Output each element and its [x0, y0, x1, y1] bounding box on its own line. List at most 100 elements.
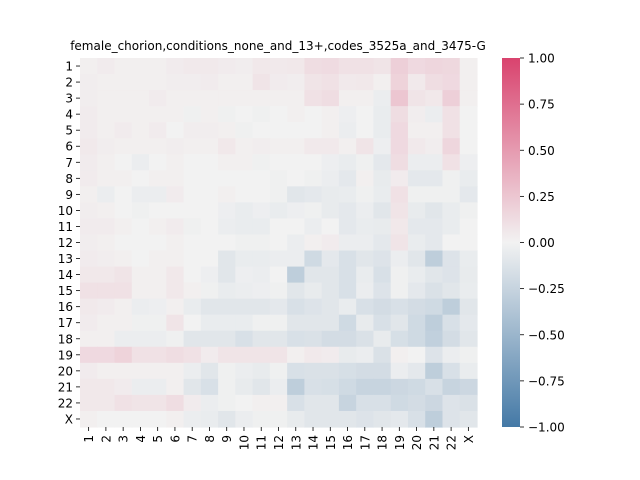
heatmap-cell-4-7 [183, 106, 202, 123]
x-tick-label: 17 [358, 435, 372, 450]
heatmap-cell-13-17 [356, 250, 375, 268]
y-tick-label: 3 [65, 92, 73, 106]
heatmap-cell-4-21 [425, 106, 444, 123]
heatmap-cell-X-17 [356, 410, 375, 428]
heatmap-cell-2-19 [390, 74, 409, 91]
heatmap-cell-9-13 [287, 186, 305, 203]
heatmap-cell-2-7 [183, 74, 202, 91]
heatmap-cell-3-7 [183, 90, 202, 107]
heatmap-cell-10-22 [442, 202, 461, 220]
heatmap-cell-2-4 [131, 74, 150, 91]
heatmap-cell-4-20 [407, 106, 426, 123]
heatmap-cell-7-1 [80, 154, 98, 171]
heatmap-cell-17-17 [356, 314, 375, 332]
heatmap-cell-14-X [459, 266, 478, 284]
heatmap-cell-11-18 [373, 218, 392, 236]
heatmap-cell-18-1 [80, 330, 98, 348]
heatmap-cell-12-15 [321, 234, 340, 252]
heatmap-cell-18-7 [183, 330, 202, 348]
heatmap-cell-21-19 [390, 378, 409, 396]
heatmap-cell-5-3 [114, 122, 133, 139]
heatmap-cell-7-8 [200, 154, 219, 171]
heatmap-cell-22-6 [166, 394, 185, 412]
heatmap-cell-20-6 [166, 362, 185, 380]
heatmap-cell-9-8 [200, 186, 219, 203]
heatmap-cell-13-10 [235, 250, 254, 268]
heatmap-cell-8-9 [218, 170, 236, 187]
heatmap-cell-21-3 [114, 378, 133, 396]
heatmap-cell-12-2 [97, 234, 116, 252]
heatmap-cell-8-3 [114, 170, 133, 187]
heatmap-cell-9-17 [356, 186, 375, 203]
heatmap-cell-15-X [459, 282, 478, 300]
heatmap-cell-3-16 [338, 90, 357, 107]
y-tick-label: 5 [65, 124, 73, 138]
heatmap-cell-19-9 [218, 346, 236, 364]
heatmap-cell-18-X [459, 330, 478, 348]
heatmap-cell-1-21 [425, 58, 444, 75]
heatmap-cell-1-7 [183, 58, 202, 75]
heatmap-cell-3-1 [80, 90, 98, 107]
heatmap-cell-18-3 [114, 330, 133, 348]
heatmap-cell-8-17 [356, 170, 375, 187]
heatmap-cell-4-19 [390, 106, 409, 123]
heatmap-cell-19-3 [114, 346, 133, 364]
heatmap-cell-19-19 [390, 346, 409, 364]
heatmap-cell-10-11 [252, 202, 271, 220]
heatmap-cell-2-15 [321, 74, 340, 91]
heatmap-cell-19-17 [356, 346, 375, 364]
heatmap-cell-15-3 [114, 282, 133, 300]
heatmap-cell-21-1 [80, 378, 98, 396]
y-tick-label: 2 [65, 76, 73, 90]
heatmap-cell-17-13 [287, 314, 305, 332]
heatmap-cell-5-17 [356, 122, 375, 139]
heatmap-cell-10-1 [80, 202, 98, 220]
heatmap-cell-11-21 [425, 218, 444, 236]
heatmap-cell-7-X [459, 154, 478, 171]
heatmap-cell-22-22 [442, 394, 461, 412]
heatmap-cell-22-4 [131, 394, 150, 412]
heatmap-cell-9-19 [390, 186, 409, 203]
heatmap-cell-9-15 [321, 186, 340, 203]
heatmap-cell-11-10 [235, 218, 254, 236]
heatmap-cell-3-15 [321, 90, 340, 107]
heatmap-cell-13-3 [114, 250, 133, 268]
heatmap-cell-20-2 [97, 362, 116, 380]
heatmap-cell-2-10 [235, 74, 254, 91]
heatmap-cell-19-5 [149, 346, 167, 364]
heatmap-cell-1-3 [114, 58, 133, 75]
heatmap-cell-4-1 [80, 106, 98, 123]
heatmap-cell-21-7 [183, 378, 202, 396]
heatmap-cell-4-16 [338, 106, 357, 123]
heatmap-cell-8-16 [338, 170, 357, 187]
heatmap-cell-9-1 [80, 186, 98, 203]
heatmap-cell-16-7 [183, 298, 202, 316]
heatmap-cell-12-4 [131, 234, 150, 252]
heatmap-cell-8-20 [407, 170, 426, 187]
heatmap-cell-13-9 [218, 250, 236, 268]
y-tick-label: 11 [58, 220, 73, 234]
heatmap-cell-9-18 [373, 186, 392, 203]
heatmap-cell-15-1 [80, 282, 98, 300]
heatmap-cell-X-10 [235, 410, 254, 428]
heatmap-cell-10-10 [235, 202, 254, 220]
heatmap-cell-9-20 [407, 186, 426, 203]
heatmap-cell-16-5 [149, 298, 167, 316]
heatmap-cell-1-X [459, 58, 478, 75]
heatmap-cell-3-22 [442, 90, 461, 107]
heatmap-cell-10-21 [425, 202, 444, 220]
heatmap-cell-18-14 [304, 330, 323, 348]
colorbar-tick-label: −0.25 [528, 282, 565, 296]
heatmap-cell-17-12 [269, 314, 288, 332]
heatmap-cell-7-16 [338, 154, 357, 171]
heatmap-cell-21-4 [131, 378, 150, 396]
heatmap-cell-1-1 [80, 58, 98, 75]
y-tick-label: 9 [65, 188, 73, 202]
heatmap-cell-3-20 [407, 90, 426, 107]
heatmap-cell-10-14 [304, 202, 323, 220]
heatmap-cell-12-8 [200, 234, 219, 252]
heatmap-cell-5-1 [80, 122, 98, 139]
heatmap-cell-1-18 [373, 58, 392, 75]
heatmap-cell-X-15 [321, 410, 340, 428]
x-tick-label: X [462, 435, 476, 443]
